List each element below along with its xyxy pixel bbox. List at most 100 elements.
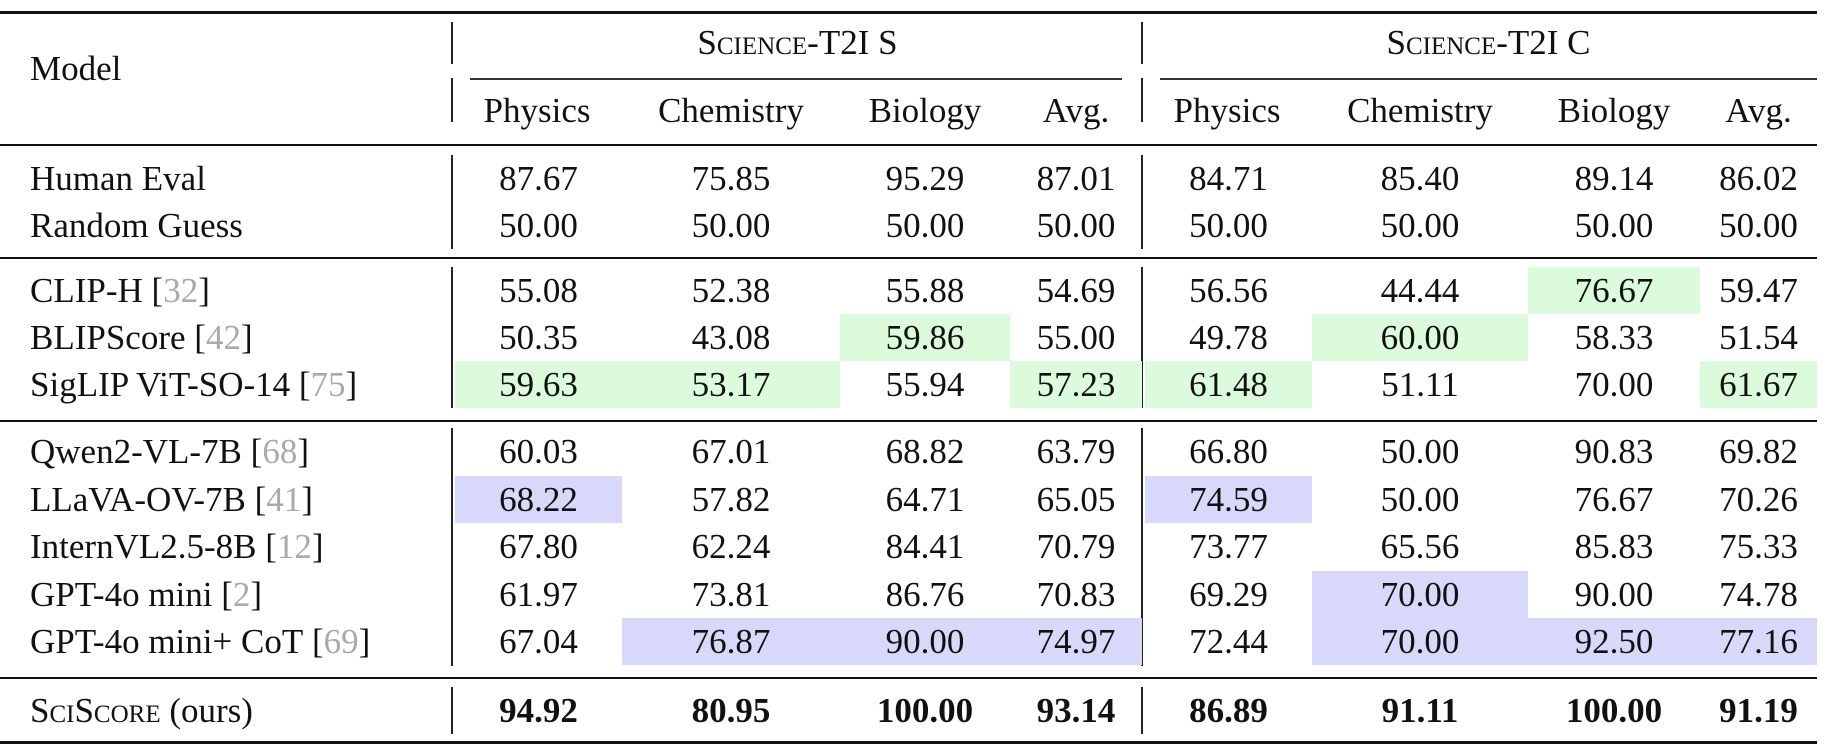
score-cell: 70.00	[1312, 618, 1528, 665]
score-cell: 52.38	[691, 271, 771, 310]
citation-number[interactable]: 68	[262, 432, 298, 471]
score-cell: 55.94	[885, 365, 965, 404]
subheader-avg: Avg.	[1042, 91, 1110, 130]
model-label: GPT-4o mini	[30, 574, 213, 614]
citation-number[interactable]: 69	[323, 622, 359, 661]
score-cell: 70.79	[1036, 527, 1116, 566]
score-cell: 70.00	[1312, 570, 1528, 618]
citation[interactable]: [2]	[212, 574, 263, 614]
score-cell: 62.24	[691, 527, 771, 566]
score-cell: 73.77	[1189, 527, 1268, 566]
model-header: Model	[30, 49, 122, 88]
citation[interactable]: [75]	[290, 365, 358, 404]
column-divider	[451, 687, 453, 734]
score-cell: 50.00	[1719, 206, 1798, 245]
score-cell: 53.17	[622, 361, 840, 408]
score-cell: 76.87	[622, 618, 840, 665]
score-cell: 43.08	[691, 318, 771, 357]
score-cell: 100.00	[1565, 691, 1663, 730]
table-row: CLIP-H [32] 55.08 52.38 55.88 54.69 56.56 44.4…	[0, 267, 1817, 314]
score-cell: 70.00	[1574, 365, 1654, 404]
header-divider	[1141, 78, 1143, 122]
score-cell: 67.01	[691, 432, 771, 471]
table-row: GPT-4o mini+ CoT [69] 67.04 76.87 90.00 74.9…	[0, 618, 1817, 665]
score-cell: 50.00	[499, 206, 578, 245]
score-cell: 61.48	[1145, 361, 1312, 408]
model-label: LLaVA-OV-7B	[30, 479, 246, 519]
model-label: BLIPScore	[30, 318, 186, 357]
citation[interactable]: [32]	[142, 271, 210, 310]
score-cell: 86.89	[1189, 691, 1268, 730]
score-cell: 50.35	[499, 318, 578, 357]
column-divider	[1141, 687, 1143, 734]
score-cell: 90.00	[840, 618, 1010, 665]
score-cell: 59.63	[455, 361, 622, 408]
score-cell: 100.00	[876, 691, 974, 730]
score-cell: 50.00	[691, 206, 771, 245]
score-cell: 50.00	[1036, 206, 1116, 245]
model-name: GPT-4o mini+ CoT [69]	[0, 618, 452, 665]
score-cell: 67.80	[499, 527, 578, 566]
model-name: Qwen2-VL-7B [68]	[0, 428, 452, 475]
table-row: SciScore (ours) 94.92 80.95 100.00 93.14 86.8…	[0, 687, 1817, 734]
citation[interactable]: [42]	[185, 318, 253, 357]
model-name: GPT-4o mini [2]	[0, 571, 452, 618]
score-cell: 74.78	[1719, 574, 1798, 614]
mid-rule	[0, 677, 1817, 679]
citation-number[interactable]: 41	[266, 479, 302, 519]
score-cell: 60.03	[499, 432, 578, 471]
score-cell: 60.00	[1312, 314, 1528, 361]
subheader-avg: Avg.	[1725, 91, 1792, 130]
score-cell: 55.88	[885, 271, 965, 310]
model-name: Human Eval	[0, 155, 452, 202]
score-cell: 50.00	[1380, 432, 1460, 471]
score-cell: 70.83	[1036, 574, 1116, 614]
score-cell: 90.83	[1574, 432, 1654, 471]
mid-rule	[0, 257, 1817, 259]
model-label: CLIP-H	[30, 271, 143, 310]
score-cell: 76.67	[1574, 479, 1654, 519]
group-header-s: Science-T2I S	[697, 23, 898, 62]
citation[interactable]: [68]	[241, 432, 309, 471]
citation-number[interactable]: 75	[310, 365, 346, 404]
citation[interactable]: [69]	[303, 622, 371, 661]
citation-number[interactable]: 2	[232, 574, 251, 614]
score-cell: 59.86	[840, 314, 1010, 361]
score-cell: 95.29	[885, 159, 965, 198]
score-cell: 75.33	[1719, 527, 1798, 566]
score-cell: 92.50	[1528, 618, 1700, 665]
score-cell: 87.01	[1036, 159, 1116, 198]
cmidrule-c	[1160, 78, 1817, 80]
score-cell: 57.82	[691, 479, 771, 519]
citation-number[interactable]: 32	[163, 271, 199, 310]
table-row: BLIPScore [42] 50.35 43.08 59.86 55.00 49.78 6…	[0, 314, 1817, 361]
citation[interactable]: [41]	[245, 479, 313, 519]
citation-number[interactable]: 12	[276, 527, 312, 566]
score-cell: 50.00	[1380, 206, 1460, 245]
header-divider	[451, 78, 453, 122]
score-cell: 91.19	[1719, 691, 1798, 730]
score-cell: 68.22	[455, 475, 622, 523]
score-cell: 50.00	[1380, 479, 1460, 519]
header-rule	[0, 144, 1817, 146]
score-cell: 85.83	[1574, 527, 1654, 566]
model-name: SciScore (ours)	[0, 687, 452, 734]
score-cell: 73.81	[691, 574, 771, 614]
table-row: Qwen2-VL-7B [68] 60.03 67.01 68.82 63.79 66.8…	[0, 428, 1817, 475]
subheader-biology: Biology	[1557, 91, 1671, 130]
score-cell: 69.82	[1719, 432, 1798, 471]
score-cell: 76.67	[1528, 267, 1700, 314]
header-divider	[1141, 22, 1143, 64]
citation-number[interactable]: 42	[205, 318, 241, 357]
table-row: InternVL2.5-8B [12] 67.80 62.24 84.41 70.79 7…	[0, 523, 1817, 570]
mid-rule	[0, 420, 1817, 422]
score-cell: 84.71	[1189, 159, 1268, 198]
subheader-chemistry: Chemistry	[1347, 91, 1493, 130]
score-cell: 94.92	[499, 691, 578, 730]
score-cell: 91.11	[1381, 691, 1459, 730]
cmidrule-s	[470, 78, 1122, 80]
citation[interactable]: [12]	[256, 527, 324, 566]
group-header-c: Science-T2I C	[1386, 23, 1591, 62]
model-name: Random Guess	[0, 202, 452, 249]
score-cell: 66.80	[1189, 432, 1268, 471]
